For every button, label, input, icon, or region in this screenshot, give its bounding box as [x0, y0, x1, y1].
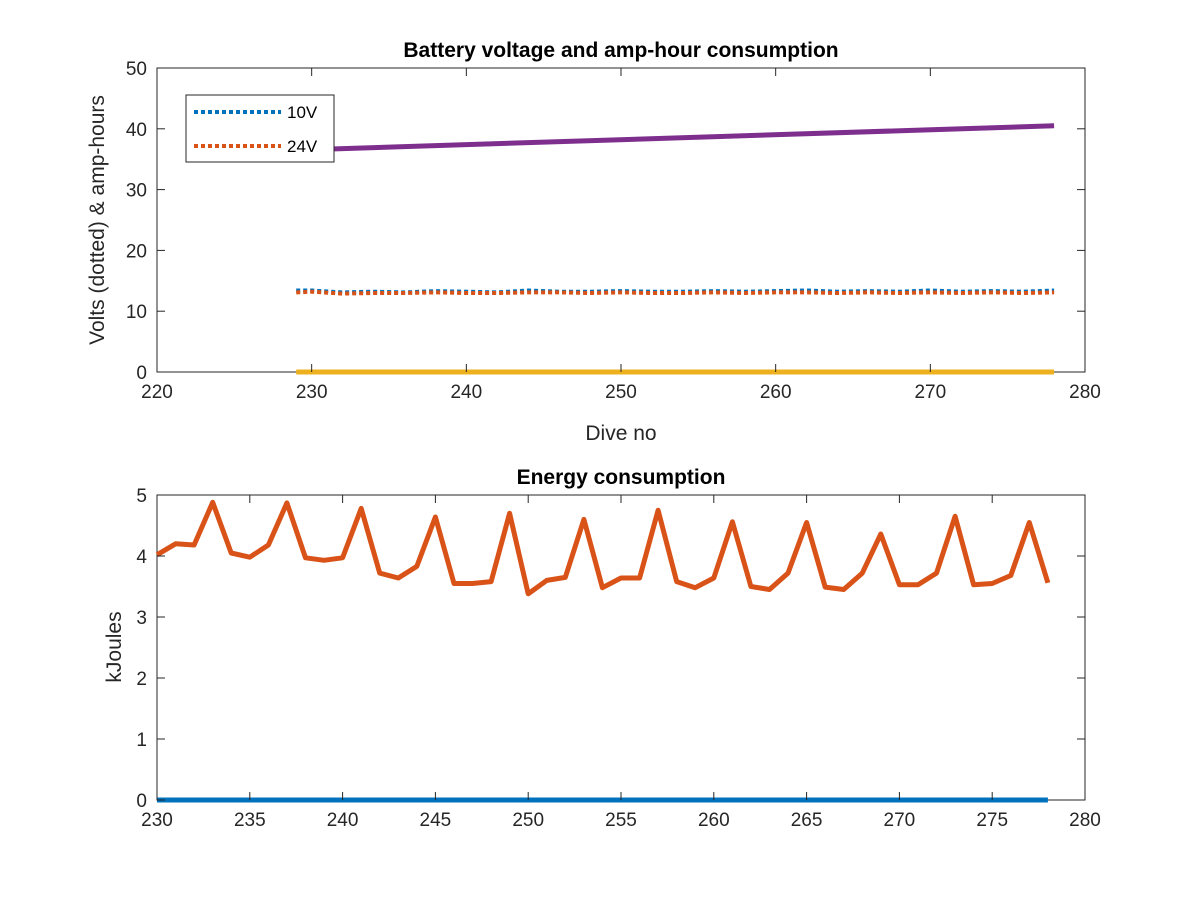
top-y-tick-label: 0: [136, 363, 147, 384]
bottom-y-ticks: 0 1 2 3 4 5: [136, 486, 1085, 812]
bottom-y-tick-label: 2: [136, 669, 147, 690]
bottom-y-tick-label: 5: [136, 486, 147, 507]
top-x-tick-label: 260: [760, 382, 792, 403]
axes-bottom-energy: 230 235 240 245 250 255 260 265 270 275 280 0 1 2 3 4 5…: [103, 466, 1101, 831]
legend-label-10v: 10V: [287, 103, 318, 122]
top-x-ticks: 220 230 240 250 260 270 280: [141, 68, 1101, 403]
bottom-x-tick-label: 230: [141, 810, 173, 831]
top-y-tick-label: 40: [126, 120, 147, 141]
top-y-axis-label: Volts (dotted) & amp-hours: [86, 95, 109, 345]
bottom-series-line-orange-0: [155, 499, 1051, 597]
top-y-tick-label: 50: [126, 59, 147, 80]
bottom-x-tick-label: 235: [234, 810, 266, 831]
bottom-x-tick-label: 255: [605, 810, 637, 831]
top-x-tick-label: 280: [1069, 382, 1101, 403]
bottom-x-ticks: 230 235 240 245 250 255 260 265 270 275 280: [141, 495, 1101, 831]
bottom-y-tick-label: 3: [136, 608, 147, 629]
bottom-y-tick-label: 0: [136, 791, 147, 812]
bottom-x-tick-label: 265: [791, 810, 823, 831]
top-y-tick-label: 10: [126, 302, 147, 323]
plot-area-bottom: [156, 494, 1086, 801]
top-series-group: [296, 123, 1055, 375]
bottom-y-tick-label: 4: [136, 547, 147, 568]
top-y-ticks: 0 10 20 30 40 50: [126, 59, 1085, 384]
top-y-tick-label: 20: [126, 241, 147, 262]
axes-top-voltage: 220 230 240 250 260 270 280 0 10 20 30 40 50 Batter…: [86, 39, 1101, 445]
bottom-x-tick-label: 240: [327, 810, 359, 831]
top-x-axis-label: Dive no: [585, 422, 656, 445]
top-y-tick-label: 30: [126, 181, 147, 202]
top-x-tick-label: 230: [296, 382, 328, 403]
top-x-tick-label: 220: [141, 382, 173, 403]
legend: 10V 24V: [185, 94, 335, 163]
top-series-line-24v: [296, 289, 1055, 296]
top-x-tick-label: 240: [450, 382, 482, 403]
legend-box: [185, 94, 335, 163]
bottom-x-tick-label: 250: [512, 810, 544, 831]
top-series-line-purple-3: [296, 123, 1055, 153]
bottom-y-tick-label: 1: [136, 730, 147, 751]
bottom-x-tick-label: 260: [698, 810, 730, 831]
bottom-y-axis-label: kJoules: [103, 611, 126, 682]
bottom-x-tick-label: 245: [420, 810, 452, 831]
bottom-x-tick-label: 280: [1069, 810, 1101, 831]
top-chart-title: Battery voltage and amp-hour consumption: [403, 39, 838, 62]
top-x-tick-label: 270: [914, 382, 946, 403]
bottom-x-tick-label: 275: [976, 810, 1008, 831]
bottom-chart-title: Energy consumption: [517, 466, 726, 489]
top-x-tick-label: 250: [605, 382, 637, 403]
bottom-x-tick-label: 270: [884, 810, 916, 831]
legend-label-24v: 24V: [287, 137, 318, 156]
